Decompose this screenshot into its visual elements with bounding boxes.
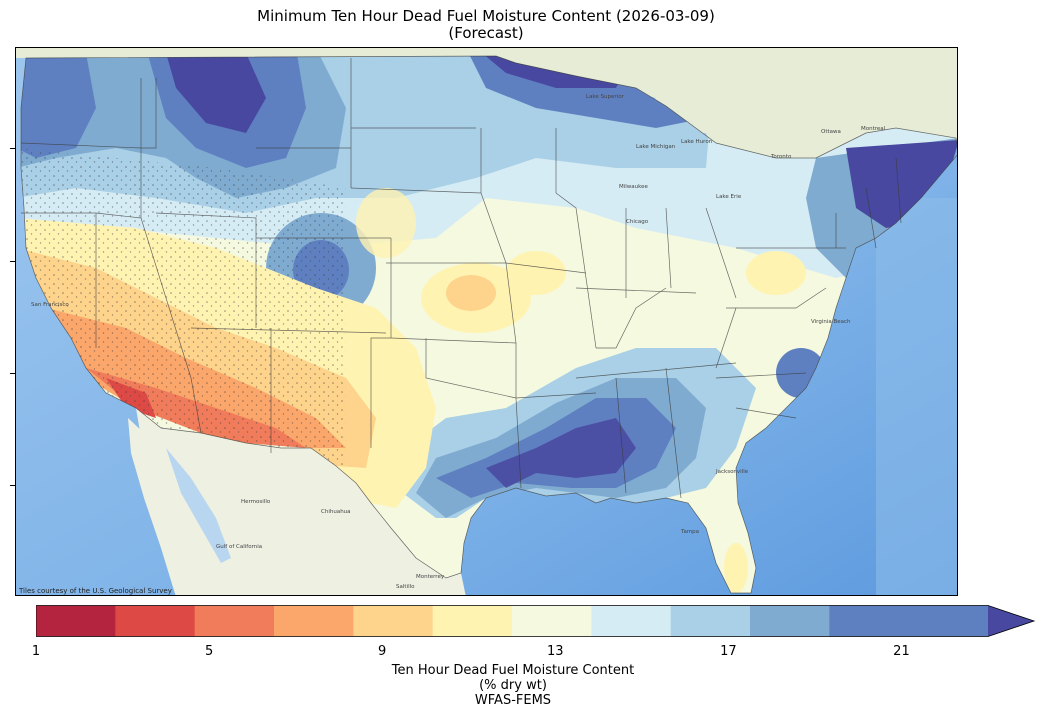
colorbar-segment <box>908 605 989 637</box>
y-tick-mark <box>10 373 15 374</box>
y-tick-mark <box>10 148 15 149</box>
state-borders <box>20 55 957 594</box>
colorbar <box>36 605 1036 637</box>
place-label: Lake Superior <box>586 94 625 100</box>
colorbar-segment <box>432 605 513 637</box>
colorbar-segment <box>353 605 434 637</box>
y-tick-mark <box>10 261 15 262</box>
chart-title: Minimum Ten Hour Dead Fuel Moisture Cont… <box>0 8 972 42</box>
place-label: Monterrey <box>416 574 445 580</box>
colorbar-segment <box>36 605 116 637</box>
place-label: Saltillo <box>396 584 415 590</box>
place-label: Milwaukee <box>619 184 649 190</box>
place-label: Jacksonville <box>715 469 749 475</box>
colorbar-segment <box>750 605 830 637</box>
colorbar-segment <box>115 605 196 637</box>
canada-land <box>16 48 957 158</box>
colorbar-segment <box>670 605 751 637</box>
colorbar-segment <box>512 605 592 637</box>
title-line-1: Minimum Ten Hour Dead Fuel Moisture Cont… <box>257 7 715 25</box>
colorbar-units: (% dry wt) <box>479 678 547 693</box>
place-label: Tampa <box>680 529 699 535</box>
colorbar-tick-label: 21 <box>893 644 910 659</box>
place-label: Lake Huron <box>681 139 713 145</box>
colorbar-tick-label: 13 <box>546 644 564 659</box>
place-label: Lake Michigan <box>636 144 676 150</box>
place-label: Ottawa <box>821 129 841 135</box>
colorbar-segment <box>829 605 910 637</box>
colorbar-extend-arrow <box>988 605 1034 637</box>
place-label: Virginia Beach <box>811 319 851 325</box>
place-label: Lake Erie <box>716 194 742 200</box>
place-label: Gulf of California <box>216 544 262 550</box>
place-label: Chicago <box>626 219 649 225</box>
colorbar-segment <box>591 605 672 637</box>
colorbar-tick-label: 17 <box>720 644 737 659</box>
place-label: Hermosillo <box>241 499 271 505</box>
place-label: Montreal <box>861 126 886 132</box>
place-label: Chihuahua <box>321 509 351 515</box>
colorbar-segment <box>274 605 354 637</box>
colorbar-outline <box>36 605 1036 637</box>
colorbar-source: WFAS-FEMS <box>474 693 552 708</box>
y-tick-mark <box>10 485 15 486</box>
colorbar-caption: Ten Hour Dead Fuel Moisture Content (% d… <box>0 663 1026 708</box>
map-attribution: Tiles courtesy of the U.S. Geological Su… <box>19 587 172 595</box>
colorbar-segment <box>194 605 275 637</box>
colorbar-tick-label: 5 <box>204 644 214 659</box>
fuel-moisture-map: Ottawa Montreal Toronto Lake Superior La… <box>16 48 957 595</box>
colorbar-tick-label: 9 <box>378 644 387 659</box>
map-panel[interactable]: Ottawa Montreal Toronto Lake Superior La… <box>15 47 958 596</box>
colorbar-label: Ten Hour Dead Fuel Moisture Content <box>391 663 635 678</box>
place-label: Toronto <box>770 154 792 160</box>
place-label: San Francisco <box>31 302 69 308</box>
title-line-2: (Forecast) <box>448 24 524 42</box>
colorbar-tick-label: 1 <box>31 644 41 659</box>
